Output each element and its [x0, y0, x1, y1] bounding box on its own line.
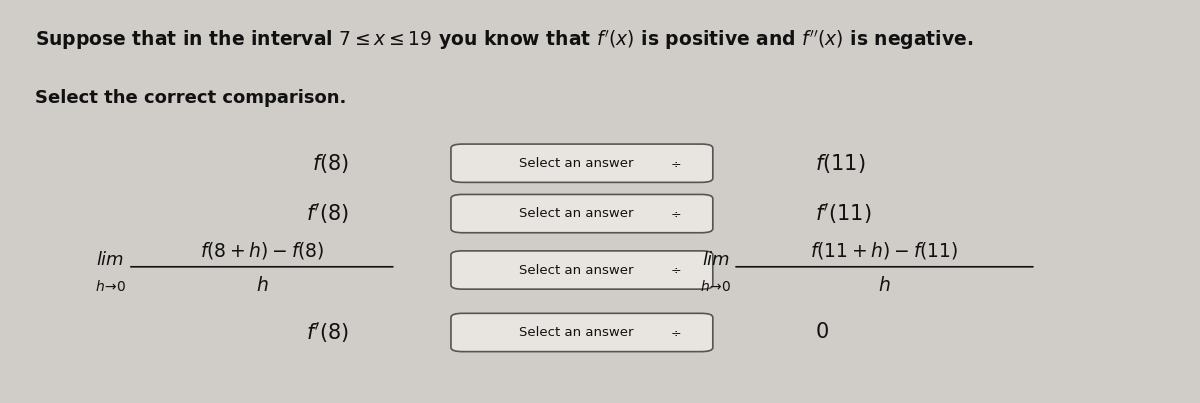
Text: $f'(8)$: $f'(8)$ [306, 201, 349, 226]
FancyBboxPatch shape [451, 144, 713, 182]
Text: Select an answer: Select an answer [518, 326, 634, 339]
Text: $f(11)$: $f(11)$ [815, 152, 865, 175]
Text: $\div$: $\div$ [670, 326, 682, 339]
Text: $f'(8)$: $f'(8)$ [306, 320, 349, 345]
Text: $h\!\to\!0$: $h\!\to\!0$ [700, 278, 731, 294]
Text: $h$: $h$ [878, 276, 890, 295]
Text: $f(11+h)-f(11)$: $f(11+h)-f(11)$ [810, 240, 959, 261]
FancyBboxPatch shape [451, 195, 713, 233]
Text: $f(8+h)-f(8)$: $f(8+h)-f(8)$ [199, 240, 324, 261]
Text: $f'(11)$: $f'(11)$ [815, 201, 871, 226]
Text: $0$: $0$ [815, 322, 828, 343]
Text: Select an answer: Select an answer [518, 157, 634, 170]
Text: Select the correct comparison.: Select the correct comparison. [35, 89, 347, 107]
Text: $\div$: $\div$ [670, 207, 682, 220]
FancyBboxPatch shape [451, 314, 713, 351]
Text: $h$: $h$ [256, 276, 268, 295]
Text: lim: lim [702, 251, 730, 269]
Text: Suppose that in the interval $7 \leq x \leq 19$ you know that $f'(x)$ is positiv: Suppose that in the interval $7 \leq x \… [35, 28, 973, 52]
FancyBboxPatch shape [451, 251, 713, 289]
Text: Select an answer: Select an answer [518, 207, 634, 220]
Text: $f(8)$: $f(8)$ [312, 152, 349, 175]
Text: $\div$: $\div$ [670, 157, 682, 170]
Text: lim: lim [97, 251, 125, 269]
Text: $\div$: $\div$ [670, 264, 682, 276]
Text: $h\!\to\!0$: $h\!\to\!0$ [95, 278, 126, 294]
Text: Select an answer: Select an answer [518, 264, 634, 276]
